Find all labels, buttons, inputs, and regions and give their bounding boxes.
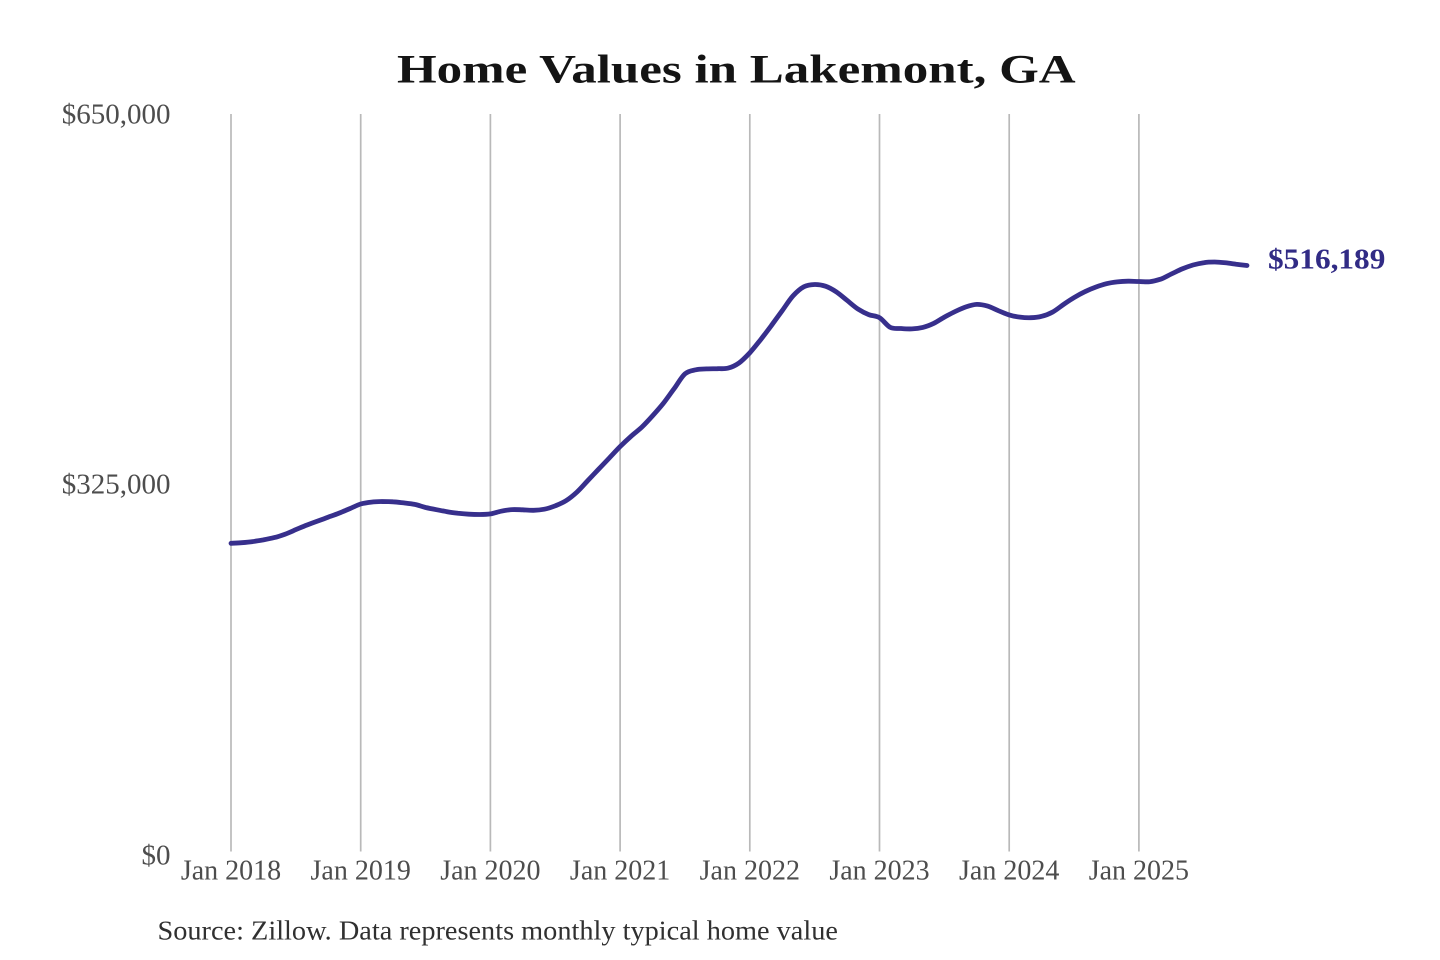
svg-text:$650,000: $650,000: [62, 99, 171, 131]
svg-text:Jan 2022: Jan 2022: [700, 856, 800, 887]
svg-text:Source: Zillow. Data represent: Source: Zillow. Data represents monthly …: [158, 915, 838, 945]
svg-text:Jan 2019: Jan 2019: [311, 856, 411, 887]
svg-text:Home Values in Lakemont, GA: Home Values in Lakemont, GA: [397, 47, 1076, 92]
svg-text:Jan 2021: Jan 2021: [570, 856, 670, 887]
svg-text:Jan 2018: Jan 2018: [181, 856, 281, 887]
svg-text:$516,189: $516,189: [1268, 245, 1385, 275]
svg-text:$0: $0: [142, 839, 171, 871]
svg-text:$325,000: $325,000: [62, 468, 171, 500]
svg-text:Jan 2020: Jan 2020: [440, 856, 540, 887]
svg-text:Jan 2024: Jan 2024: [959, 856, 1059, 887]
svg-text:Jan 2023: Jan 2023: [829, 856, 929, 887]
svg-text:Jan 2025: Jan 2025: [1089, 856, 1189, 887]
